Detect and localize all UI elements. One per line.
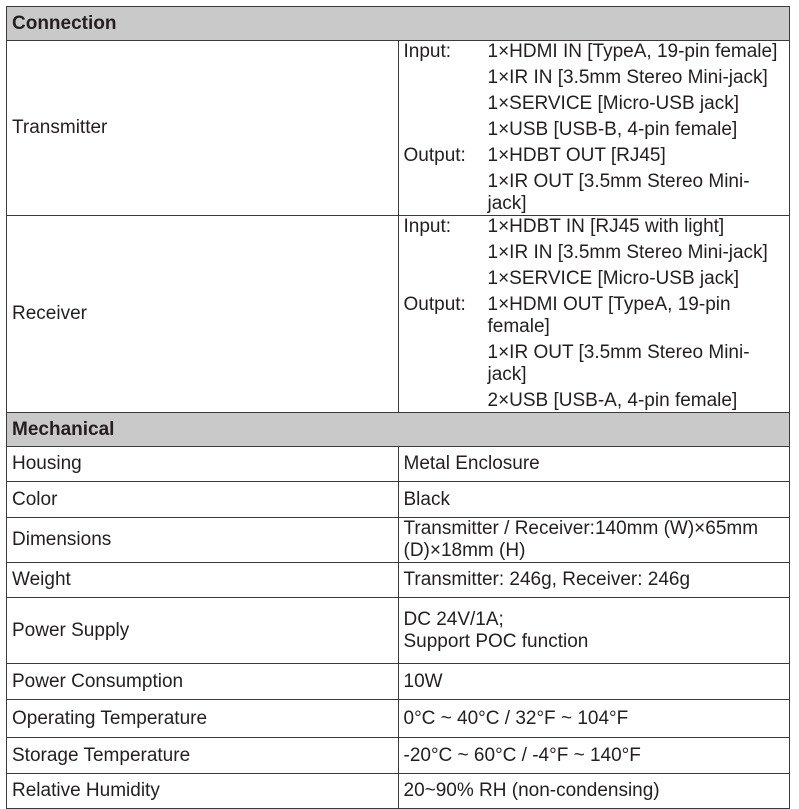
table-row: Relative Humidity 20~90% RH (non-condensi…	[6, 773, 790, 809]
row-value: DC 24V/1A; Support POC function	[397, 597, 790, 664]
port-direction	[404, 390, 488, 412]
port-direction: Input:	[403, 41, 452, 62]
port-direction	[404, 342, 488, 386]
row-label: Power Supply	[6, 597, 399, 664]
value-text: Support POC function	[403, 630, 589, 652]
port-spec: 1×HDBT IN [RJ45 with light]	[487, 216, 725, 237]
row-label: Weight	[6, 562, 399, 598]
row-label: Dimensions	[6, 517, 399, 563]
port-direction: Output:	[403, 294, 466, 315]
row-value: Transmitter / Receiver:140mm (W)×65mm (D…	[397, 517, 790, 563]
port-spec: 1×SERVICE [Micro-USB jack]	[487, 268, 739, 289]
row-value: -20°C ~ 60°C / -4°F ~ 140°F	[397, 737, 790, 774]
row-label: Power Consumption	[6, 663, 399, 700]
row-label: Storage Temperature	[6, 737, 399, 774]
section-header-mechanical: Mechanical	[6, 412, 790, 447]
port-spec: 1×IR IN [3.5mm Stereo Mini-jack]	[487, 67, 768, 88]
value-text: 0°C ~ 40°C / 32°F ~ 104°F	[403, 707, 629, 729]
table-row: Storage Temperature -20°C ~ 60°C / -4°F ~…	[6, 737, 790, 774]
table-row: Power Consumption 10W	[6, 663, 790, 700]
row-label: Operating Temperature	[6, 699, 399, 738]
value-text: DC 24V/1A;	[403, 608, 504, 630]
table-row: Color Black	[6, 481, 790, 518]
receiver-ports: Input: 1×HDBT IN [RJ45 with light] 1×IR IN…	[397, 215, 790, 413]
row-value: 20~90% RH (non-condensing)	[397, 773, 790, 809]
value-text: Transmitter / Receiver:140mm (W)×65mm (D…	[403, 518, 759, 561]
port-direction: Input:	[403, 216, 452, 237]
port-spec: 1×HDMI IN [TypeA, 19-pin female]	[487, 41, 778, 62]
port-direction	[404, 67, 488, 89]
row-label: Color	[6, 481, 399, 518]
port-direction: Output:	[403, 145, 466, 166]
port-spec: 2×USB [USB-A, 4-pin female]	[487, 390, 738, 411]
transmitter-ports: Input: 1×HDMI IN [TypeA, 19-pin female] 1×…	[397, 40, 790, 216]
port-direction	[404, 171, 488, 215]
table-row: Weight Transmitter: 246g, Receiver: 246g	[6, 562, 790, 598]
row-value: Black	[397, 481, 790, 518]
port-spec: 1×SERVICE [Micro-USB jack]	[487, 93, 739, 114]
value-text: 10W	[403, 670, 443, 692]
table-row: Dimensions Transmitter / Receiver:140mm (…	[6, 517, 790, 563]
port-spec: 1×HDMI OUT [TypeA, 19-pin female]	[487, 294, 731, 337]
row-label: Transmitter	[6, 40, 399, 216]
table-row: Operating Temperature 0°C ~ 40°C / 32°F ~…	[6, 699, 790, 738]
row-value: 0°C ~ 40°C / 32°F ~ 104°F	[397, 699, 790, 738]
section-header-connection: Connection	[6, 6, 790, 41]
row-label: Housing	[6, 446, 399, 482]
port-spec: 1×IR OUT [3.5mm Stereo Mini-jack]	[487, 171, 750, 214]
port-spec: 1×IR OUT [3.5mm Stereo Mini-jack]	[487, 342, 750, 385]
value-text: Transmitter: 246g, Receiver: 246g	[403, 569, 691, 590]
port-spec: 1×IR IN [3.5mm Stereo Mini-jack]	[487, 242, 768, 263]
row-value: Transmitter: 246g, Receiver: 246g	[397, 562, 790, 598]
port-direction	[404, 93, 488, 115]
table-row: Housing Metal Enclosure	[6, 446, 790, 482]
value-text: Black	[403, 488, 450, 510]
value-text: -20°C ~ 60°C / -4°F ~ 140°F	[403, 744, 641, 766]
port-spec: 1×HDBT OUT [RJ45]	[487, 145, 666, 166]
row-value: 10W	[397, 663, 790, 700]
row-value: Metal Enclosure	[397, 446, 790, 482]
spec-table: Connection Transmitter Input: 1×HDMI IN […	[6, 6, 790, 809]
port-spec: 1×USB [USB-B, 4-pin female]	[487, 119, 738, 140]
port-direction	[404, 242, 488, 264]
port-direction	[404, 268, 488, 290]
row-label: Relative Humidity	[6, 773, 399, 809]
port-direction	[404, 119, 488, 141]
row-label: Receiver	[6, 215, 399, 413]
value-text: Metal Enclosure	[403, 453, 540, 474]
value-text: 20~90% RH (non-condensing)	[403, 780, 660, 801]
table-row: Power Supply DC 24V/1A; Support POC functi…	[6, 597, 790, 664]
